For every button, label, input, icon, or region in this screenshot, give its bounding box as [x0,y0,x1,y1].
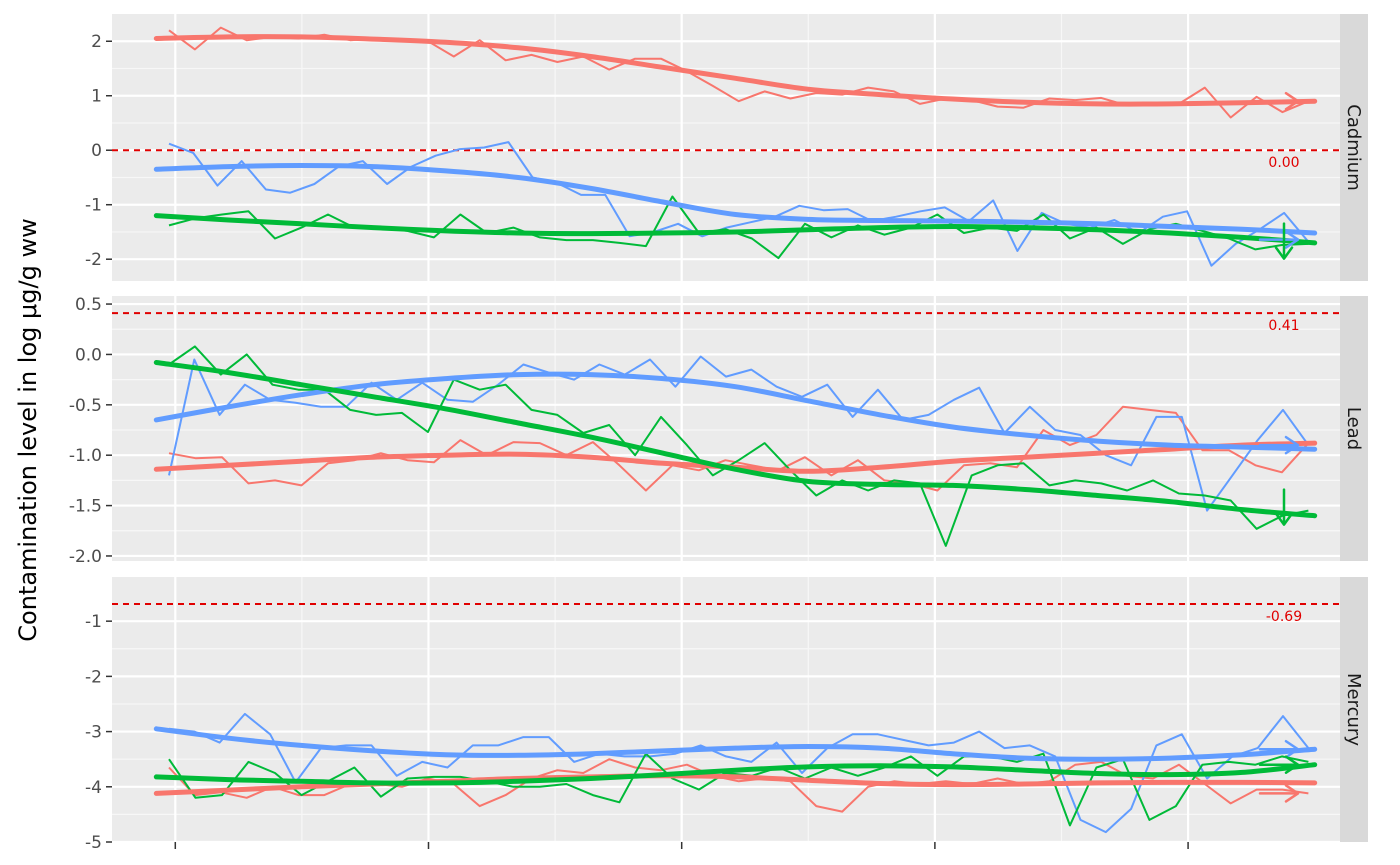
facet-strip-label: Cadmium [1343,104,1364,191]
series-smooth-green [153,762,1318,786]
trend-arrow-right-icon [1258,230,1300,249]
threshold-label: -0.69 [1266,609,1302,625]
y-tick-label: -2 [85,250,102,270]
y-tick-label: 1 [91,87,102,107]
y-tick-label: 2 [91,32,102,52]
y-tick-label: -2 [85,667,102,687]
y-tick-label: 0.5 [75,295,102,315]
facet-strip [1340,14,1368,281]
arrow-head [1284,784,1300,803]
y-tick-label: -0.5 [69,396,102,416]
threshold-label: 0.00 [1268,155,1299,171]
y-tick-label: -1.5 [69,497,102,517]
series-smooth-blue [153,371,1318,452]
series-smooth-blue [153,726,1318,762]
arrow-head [1274,246,1294,260]
series-raw-blue [168,712,1310,834]
y-tick-label: -3 [85,723,102,743]
series-smooth-green [153,213,1318,246]
y-tick-label: 0.0 [75,345,102,365]
y-tick-label: -4 [85,778,102,798]
y-tick-label: -1 [85,612,102,632]
y-axis-title: Contamination level in log μg/g ww [14,218,42,641]
series-raw-green [168,345,1309,547]
trend-arrow-right-icon [1258,784,1300,803]
trend-arrow-right-icon [1258,91,1300,111]
facet-strip-label: Mercury [1343,673,1364,746]
x-axis [174,842,1189,849]
y-tick-label: 0 [91,141,102,161]
trend-arrow-down-icon [1274,488,1294,526]
panel-background [112,577,1340,842]
y-tick-label: -1.0 [69,446,102,466]
facet-strip [1340,577,1368,842]
arrow-head [1284,230,1300,249]
panel-background [112,296,1340,561]
y-tick-label: -2.0 [69,547,102,567]
arrow-head [1284,91,1300,111]
series-smooth-red [153,34,1318,107]
arrow-head [1284,740,1300,759]
y-tick-label: -1 [85,196,102,216]
arrow-head [1284,755,1300,774]
panel-lead: -2.0 -1.5 -1.0 -0.5 0.0 0.5 0.41 Lead [69,295,1368,567]
series-smooth-blue [153,162,1318,236]
facet-strip [1340,296,1368,561]
panel-cadmium: -2 -1 0 1 2 0.00 Cadmium [85,14,1368,281]
y-tick-label: -5 [85,833,102,853]
panel-mercury: -5 -4 -3 -2 -1 -0.69 Mercury [85,577,1368,853]
panels: -2 -1 0 1 2 0.00 Cadmium -2.0 -1.5 -1.0 -0.5 0.0 0.5… [69,14,1368,853]
threshold-label: 0.41 [1268,318,1299,334]
series-smooth-green [153,360,1318,519]
facet-strip-label: Lead [1343,407,1364,450]
arrow-head [1274,512,1294,526]
trend-arrow-right-icon [1258,755,1300,774]
arrow-head [1284,435,1300,455]
trend-arrow-right-icon [1258,435,1300,455]
trend-arrow-down-icon [1274,222,1294,260]
trend-arrow-right-icon [1258,740,1300,759]
panel-background [112,14,1340,281]
